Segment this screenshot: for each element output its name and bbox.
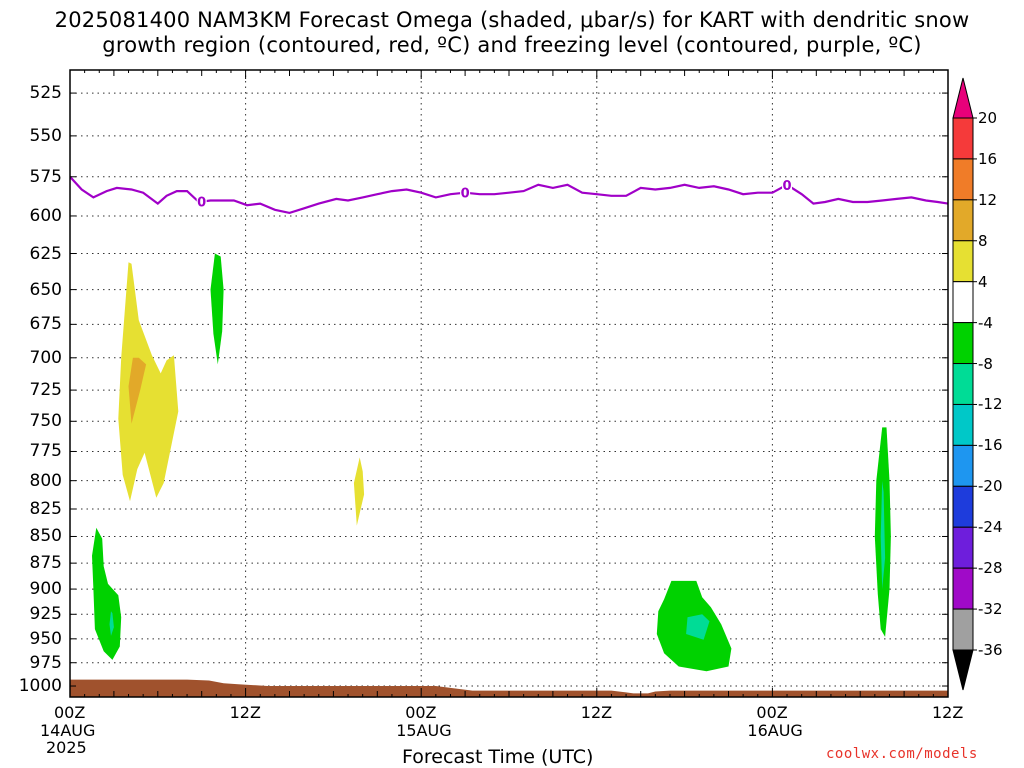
colorbar-segment: [952, 240, 974, 283]
colorbar-label: 16: [978, 149, 998, 168]
colorbar-label: -12: [978, 395, 1003, 414]
x-date-label: 16AUG: [747, 721, 803, 740]
colorbar-segment: [952, 567, 974, 610]
omega-region: [353, 457, 365, 526]
colorbar-label: 8: [978, 231, 988, 250]
colorbar-segment: [952, 363, 974, 405]
freezing-level-line: [70, 176, 948, 215]
y-tick-label: 675: [29, 314, 62, 335]
colorbar-label: -8: [978, 354, 993, 373]
colorbar-label: -16: [978, 436, 1003, 455]
colorbar-segment: [952, 526, 974, 569]
x-tick-label: 12Z: [932, 703, 964, 722]
y-tick-label: 700: [29, 347, 62, 368]
colorbar-top-triangle: [952, 77, 974, 119]
plot-frame: [69, 69, 949, 698]
omega-region: [118, 262, 179, 502]
y-tick-label: 550: [29, 125, 62, 146]
colorbar-label: -20: [978, 477, 1003, 496]
omega-shading: 0 0 0: [70, 176, 948, 697]
freezing-level-label-bg: [782, 177, 793, 192]
x-tick-label: 00Z: [405, 703, 437, 722]
omega-region: [92, 527, 122, 660]
x-date-label: 14AUG: [40, 721, 96, 740]
y-tick-label: 625: [29, 243, 62, 264]
colorbar-label: -24: [978, 518, 1003, 537]
omega-region: [128, 357, 147, 424]
omega-region: [210, 253, 224, 365]
colorbar-segment: [952, 281, 974, 324]
chart-title-line2: growth region (contoured, red, ºC) and f…: [102, 33, 922, 57]
grid: [70, 70, 948, 697]
y-tick-label: 850: [29, 526, 62, 547]
x-tick-label: 12Z: [580, 703, 613, 722]
freezing-level-label: 0: [197, 196, 206, 211]
x-tick-label: 12Z: [229, 703, 261, 722]
x-tick-label: 00Z: [756, 703, 788, 722]
omega-region: [109, 611, 114, 636]
colorbar-segment: [952, 322, 974, 365]
colorbar-label: -32: [978, 600, 1003, 619]
colorbar-bottom-triangle: [952, 649, 974, 691]
colorbar-segment: [952, 608, 974, 651]
colorbar-label: -28: [978, 559, 1003, 578]
y-tick-label: 925: [29, 604, 62, 625]
credit-text: coolwx.com/models: [826, 746, 978, 762]
x-date-label: 15AUG: [396, 721, 452, 740]
colorbar: [952, 77, 977, 691]
x-tick-label: 00Z: [54, 703, 86, 722]
y-tick-label: 1000: [18, 676, 62, 697]
omega-region: [686, 614, 710, 640]
colorbar-label: 12: [978, 190, 998, 209]
freezing-level-label: 0: [461, 187, 470, 202]
y-tick-label: 750: [29, 411, 62, 432]
y-tick-label: 950: [29, 628, 62, 649]
y-tick-label: 800: [29, 470, 62, 491]
omega-region: [880, 480, 886, 590]
x-year-label: 2025: [46, 738, 87, 757]
colorbar-segment: [952, 158, 974, 201]
axis-ticks: [69, 70, 949, 697]
colorbar-segment: [952, 199, 974, 242]
y-tick-label: 900: [29, 579, 62, 600]
x-axis-title: Forecast Time (UTC): [402, 746, 594, 768]
colorbar-label: 4: [978, 272, 988, 291]
colorbar-segment: [952, 485, 974, 528]
y-tick-label: 650: [29, 279, 62, 300]
y-tick-label: 825: [29, 498, 62, 519]
y-tick-label: 775: [29, 441, 62, 462]
colorbar-segment: [952, 444, 974, 487]
y-tick-label: 875: [29, 553, 62, 574]
colorbar-label: 20: [978, 109, 998, 127]
y-tick-label: 575: [29, 166, 62, 187]
freezing-level-label-bg: [460, 185, 471, 200]
freezing-level-label-bg: [196, 194, 207, 209]
colorbar-label: -4: [978, 313, 993, 332]
colorbar-segment: [952, 403, 974, 446]
y-tick-label: 975: [29, 652, 62, 673]
colorbar-label: -36: [978, 641, 1003, 659]
colorbar-segment: [952, 117, 974, 160]
freezing-level-label: 0: [783, 179, 792, 194]
chart-title-line1: 2025081400 NAM3KM Forecast Omega (shaded…: [54, 8, 970, 32]
y-tick-label: 525: [29, 83, 62, 104]
y-tick-label: 600: [29, 205, 62, 226]
y-tick-label: 725: [29, 380, 62, 401]
